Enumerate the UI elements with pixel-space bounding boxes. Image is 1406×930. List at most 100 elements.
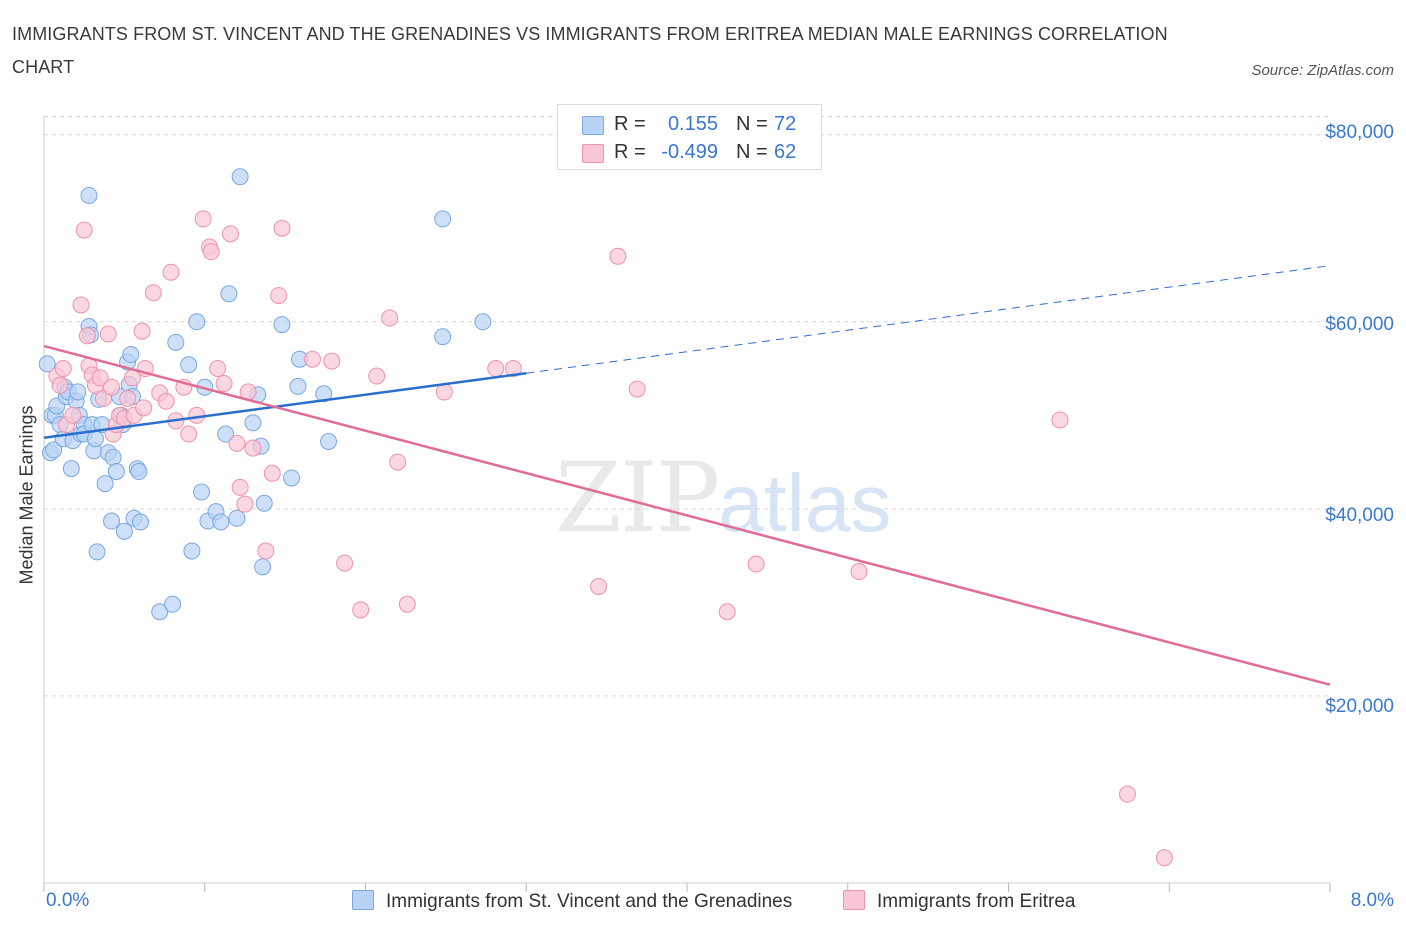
series2-point — [236, 495, 254, 513]
series1-point — [88, 543, 106, 561]
series1-trend-line — [43, 371, 527, 440]
series1-point — [122, 346, 140, 364]
series2-point — [99, 325, 117, 343]
series1-point — [151, 603, 169, 621]
series1-swatch — [582, 116, 604, 135]
series1-point — [254, 558, 272, 576]
series1-legend-swatch — [352, 890, 374, 910]
series2-point — [336, 554, 354, 572]
series1-point — [96, 475, 114, 493]
series2-point — [162, 263, 180, 281]
series2-point — [72, 296, 90, 314]
series2-point — [273, 219, 291, 237]
series2-point — [1118, 785, 1136, 803]
series1-point — [62, 460, 80, 478]
series2-point — [54, 360, 72, 378]
series1-point — [45, 441, 63, 459]
y-tick-label: $80,000 — [1325, 122, 1394, 143]
series2-point — [180, 425, 198, 443]
legend-item-series2: Immigrants from Eritrea — [843, 890, 1075, 913]
series2-point — [487, 360, 505, 378]
r-value-series1: 0.155 — [667, 113, 718, 135]
series1-point — [283, 469, 301, 487]
y-tick-label: $20,000 — [1325, 696, 1394, 717]
series2-point — [303, 350, 321, 368]
series1-point — [320, 433, 338, 451]
r-label: R = — [614, 141, 646, 163]
series2-point — [91, 369, 109, 387]
r-label: R = — [614, 113, 646, 135]
series1-point — [217, 425, 235, 443]
series1-point — [228, 509, 246, 527]
x-tick-label-max: 8.0% — [1350, 890, 1394, 911]
stats-legend-row-series2: R = -0.499 N = 62 — [558, 138, 821, 166]
series2-point — [209, 360, 227, 378]
series2-trend-line — [43, 344, 1331, 686]
series2-point — [244, 439, 262, 457]
series2-point — [368, 367, 386, 385]
series1-point — [212, 513, 230, 531]
series1-point — [244, 414, 262, 432]
series1-point — [220, 285, 238, 303]
series2-point — [231, 478, 249, 496]
x-tick-label-min: 0.0% — [46, 890, 90, 911]
series2-legend-swatch — [843, 890, 865, 910]
n-value-series1: 72 — [774, 113, 797, 135]
watermark-zip: ZIP — [555, 442, 720, 554]
series2-point — [352, 601, 370, 619]
series2-point — [133, 322, 151, 340]
series2-swatch — [582, 144, 604, 163]
series1-point — [188, 313, 206, 331]
series2-point — [135, 399, 153, 417]
watermark: ZIPatlas — [555, 442, 891, 554]
series2-point — [257, 542, 275, 560]
series2-point — [609, 247, 627, 265]
series1-point — [38, 355, 56, 373]
series2-point — [323, 352, 341, 370]
legend-item-series1: Immigrants from St. Vincent and the Gren… — [352, 890, 792, 913]
series2-point — [78, 327, 96, 345]
series1-point — [434, 328, 452, 346]
series1-point — [107, 462, 125, 480]
series2-point — [144, 284, 162, 302]
series2-point — [381, 309, 399, 327]
series1-point — [255, 494, 273, 512]
series1-point — [103, 512, 121, 530]
series2-point — [194, 210, 212, 228]
stats-legend: R = 0.155 N = 72 R = -0.499 N = 62 — [557, 104, 822, 170]
series1-point — [115, 522, 133, 540]
series1-trend-extension — [526, 265, 1331, 374]
series1-point — [130, 462, 148, 480]
series2-point — [119, 389, 137, 407]
legend-label-series2: Immigrants from Eritrea — [877, 891, 1076, 912]
series2-point — [263, 464, 281, 482]
series2-point — [590, 577, 608, 595]
series2-point — [202, 243, 220, 261]
series2-point — [628, 380, 646, 398]
series2-point — [504, 360, 522, 378]
series1-point — [80, 187, 98, 205]
series2-point — [221, 225, 239, 243]
series2-point — [747, 555, 765, 573]
chart-title: IMMIGRANTS FROM ST. VINCENT AND THE GREN… — [12, 24, 1168, 77]
y-tick-label: $60,000 — [1325, 314, 1394, 335]
source-credit: Source: ZipAtlas.com — [1251, 62, 1394, 79]
series1-point — [104, 448, 122, 466]
legend-label-series1: Immigrants from St. Vincent and the Gren… — [386, 891, 793, 912]
series1-point — [315, 385, 333, 403]
series1-point — [167, 333, 185, 351]
series1-point — [183, 542, 201, 560]
series2-point — [850, 563, 868, 581]
series2-point — [270, 287, 288, 305]
n-label: N = — [736, 113, 768, 135]
series1-point — [131, 513, 149, 531]
series2-point — [435, 383, 453, 401]
series2-point — [398, 595, 416, 613]
series1-point — [193, 483, 211, 501]
n-label: N = — [736, 141, 768, 163]
series1-point — [180, 356, 198, 374]
series1-point — [69, 383, 87, 401]
series2-point — [51, 376, 69, 394]
series2-point — [228, 434, 246, 452]
series2-point — [188, 406, 206, 424]
